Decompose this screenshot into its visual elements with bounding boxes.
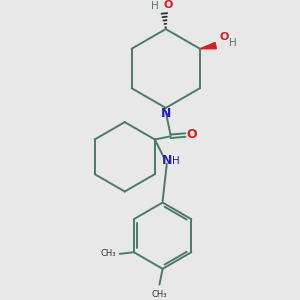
Text: CH₃: CH₃: [152, 290, 167, 299]
Text: N: N: [161, 107, 172, 120]
Text: O: O: [220, 32, 229, 42]
Text: H: H: [151, 1, 159, 11]
Text: N: N: [162, 154, 172, 167]
Text: O: O: [187, 128, 197, 141]
Text: H: H: [229, 38, 237, 48]
Text: CH₃: CH₃: [100, 249, 116, 258]
Text: O: O: [164, 0, 173, 11]
Text: H: H: [172, 156, 180, 166]
Polygon shape: [200, 43, 216, 49]
